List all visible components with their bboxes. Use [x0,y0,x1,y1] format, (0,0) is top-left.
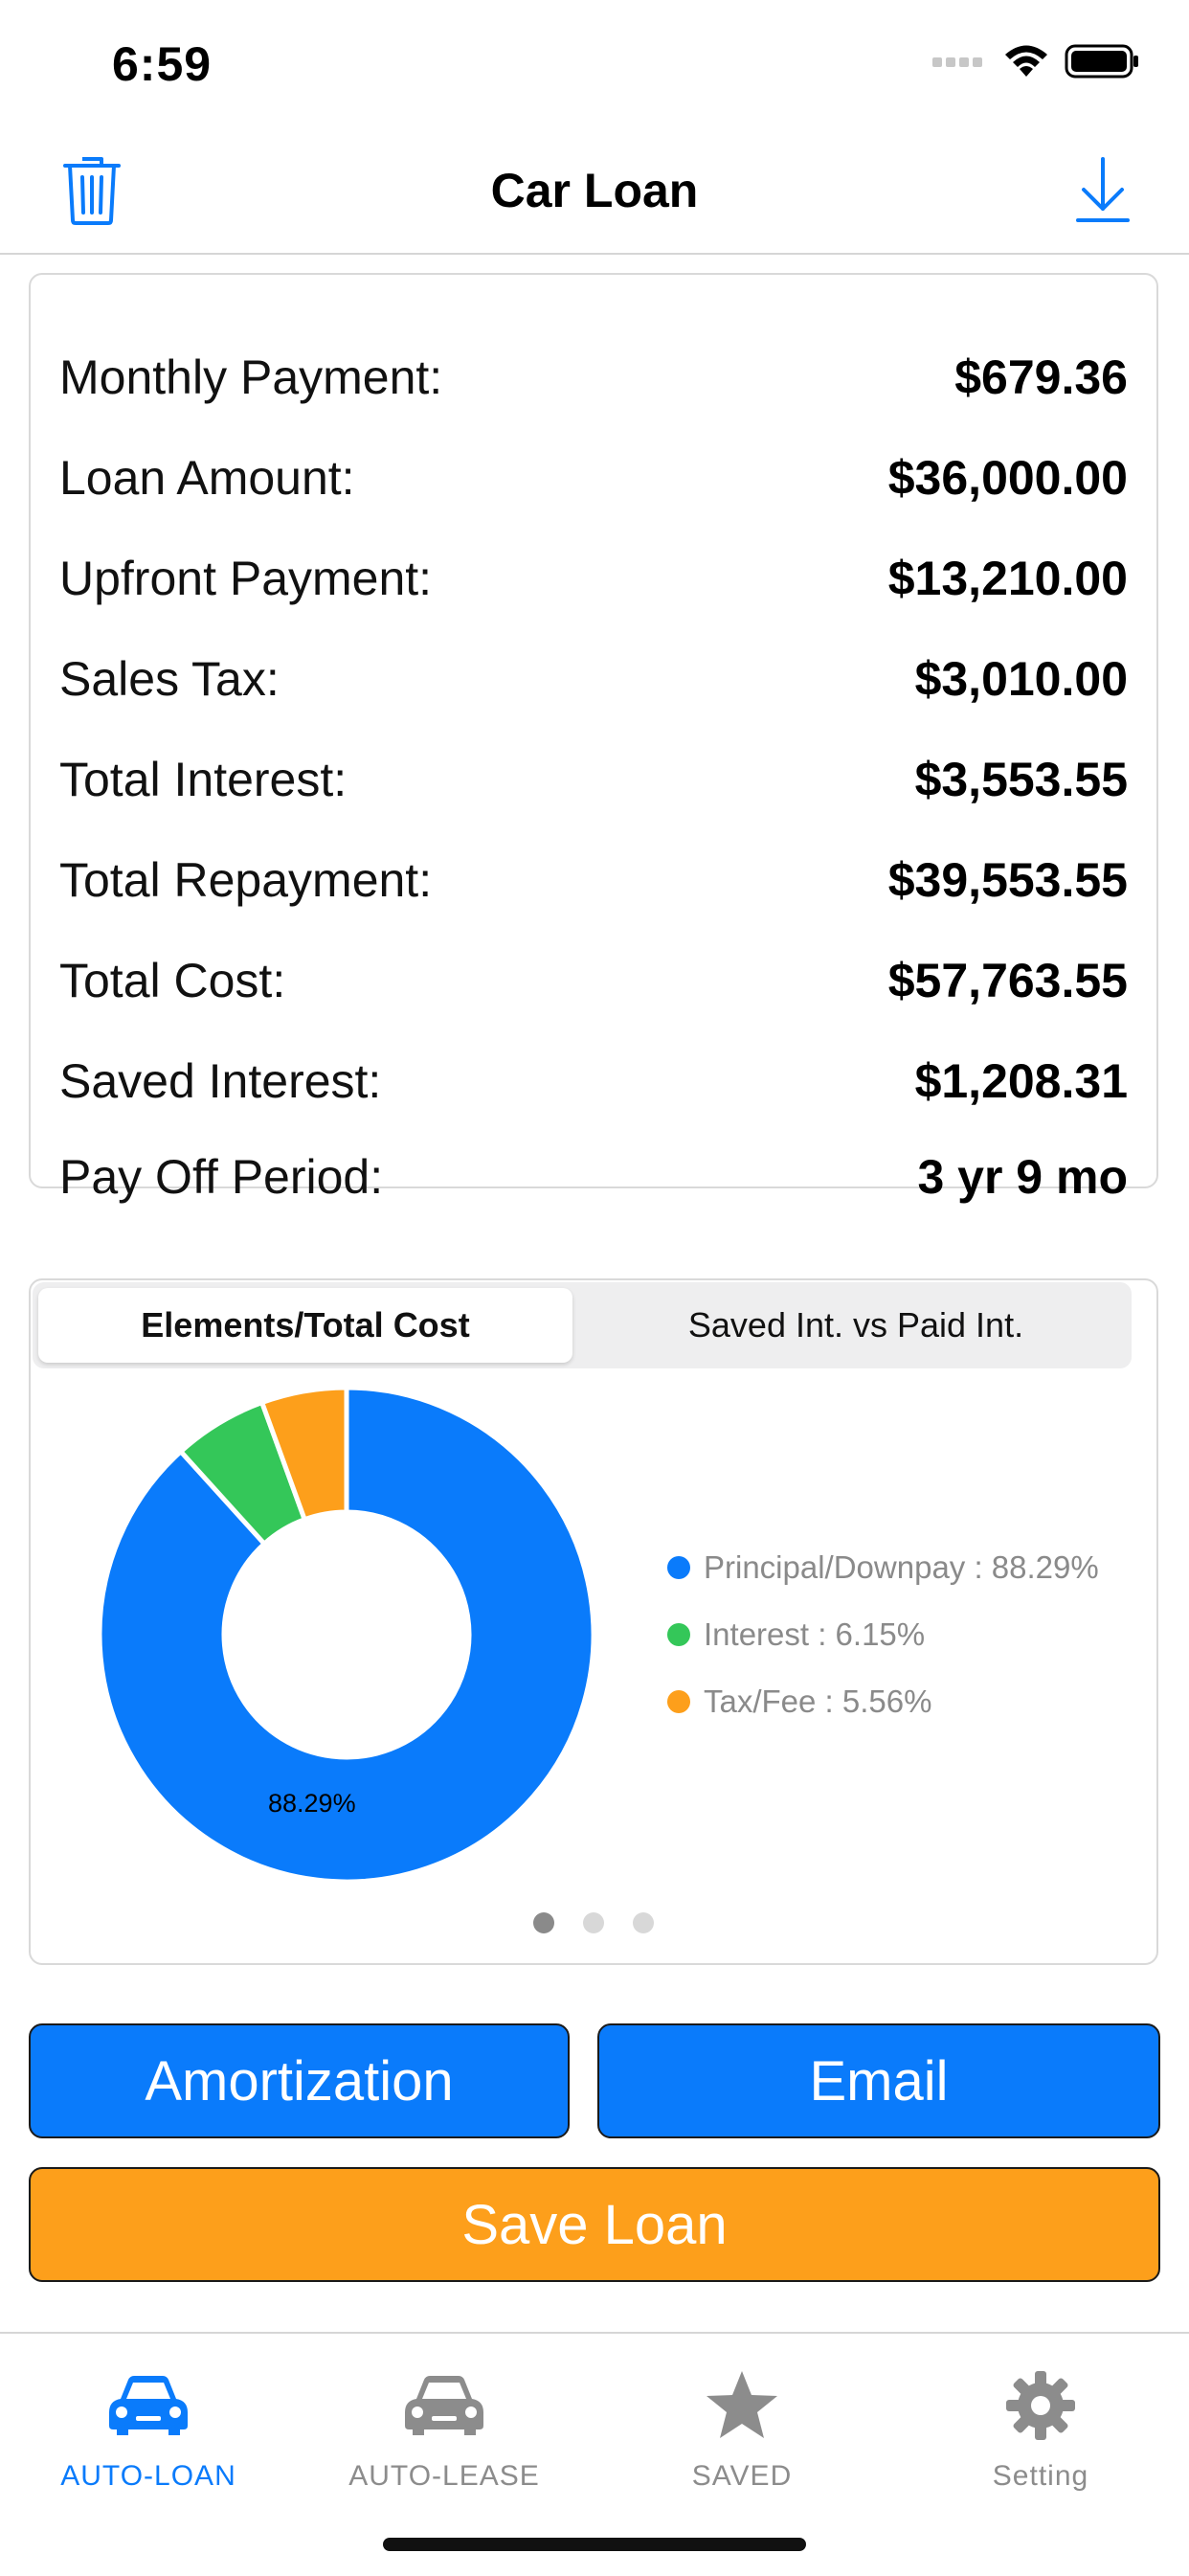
download-icon [1076,157,1130,222]
star-icon [707,2371,777,2438]
save-loan-button[interactable]: Save Loan [29,2167,1160,2282]
page-control[interactable] [31,1912,1156,1933]
summary-value: $57,763.55 [887,954,1128,1007]
chart-card: Elements/Total Cost Saved Int. vs Paid I… [29,1278,1158,1965]
slice-value-label: 88.29% [268,1789,356,1818]
battery-icon [1065,44,1138,79]
tab-label: SAVED [691,2460,793,2492]
status-time: 6:59 [112,37,213,91]
donut-slice-tax-fee[interactable] [258,1385,349,1523]
legend-item-interest: Interest : 6.15% [667,1601,1099,1668]
summary-value: $3,010.00 [914,652,1128,706]
tab-label: AUTO-LEASE [348,2460,540,2492]
tab-label: AUTO-LOAN [60,2460,236,2492]
home-indicator [383,2538,806,2551]
legend-label: Principal/Downpay : 88.29% [704,1549,1099,1585]
summary-row-upfront-payment: Upfront Payment: $13,210.00 [59,540,1128,617]
wifi-icon [1005,45,1047,77]
page-dot-1[interactable] [533,1912,554,1933]
legend-label: Tax/Fee : 5.56% [704,1683,932,1719]
legend-item-tax-fee: Tax/Fee : 5.56% [667,1668,1099,1735]
tab-saved[interactable]: SAVED [598,2353,886,2493]
tab-bar: AUTO-LOAN AUTO-LEASE SAVED [0,2332,1189,2576]
legend-label: Interest : 6.15% [704,1616,926,1652]
donut-slice-principal-downpay[interactable] [97,1385,596,1885]
amortization-button[interactable]: Amortization [29,2023,570,2138]
status-bar: 6:59 [0,0,1189,124]
car-front-icon [109,2376,188,2435]
summary-row-pay-off-period: Pay Off Period: 3 yr 9 mo [59,1143,1128,1210]
summary-row-monthly-payment: Monthly Payment: $679.36 [59,339,1128,416]
summary-value: $679.36 [954,350,1128,404]
summary-label: Total Interest: [59,753,348,806]
page-title: Car Loan [490,164,699,217]
tab-setting[interactable]: Setting [897,2353,1184,2493]
summary-label: Sales Tax: [59,652,280,706]
tab-auto-loan[interactable]: AUTO-LOAN [5,2353,292,2493]
tab-auto-lease[interactable]: AUTO-LEASE [301,2353,588,2493]
legend-swatch [667,1623,690,1646]
summary-row-total-interest: Total Interest: $3,553.55 [59,741,1128,818]
summary-label: Saved Interest: [59,1054,382,1108]
tab-saved-vs-paid-interest[interactable]: Saved Int. vs Paid Int. [687,1305,1024,1344]
gear-icon [1006,2371,1075,2440]
delete-button[interactable] [54,151,130,228]
summary-value: $36,000.00 [887,451,1128,505]
page-dot-3[interactable] [633,1912,654,1933]
summary-label: Upfront Payment: [59,552,433,605]
legend-item-principal: Principal/Downpay : 88.29% [667,1534,1099,1601]
tab-label: Setting [992,2460,1089,2492]
summary-label: Total Cost: [59,954,286,1007]
download-button[interactable] [1065,151,1141,228]
summary-value: $3,553.55 [914,753,1128,806]
summary-label: Loan Amount: [59,451,355,505]
summary-row-loan-amount: Loan Amount: $36,000.00 [59,440,1128,516]
summary-label: Pay Off Period: [59,1150,384,1204]
summary-value: $39,553.55 [887,853,1128,907]
legend-swatch [667,1690,690,1713]
page-dot-2[interactable] [583,1912,604,1933]
nav-bar: Car Loan [0,124,1189,255]
summary-label: Monthly Payment: [59,350,443,404]
status-icons [931,42,1141,80]
trash-icon [63,157,121,225]
legend-swatch [667,1556,690,1579]
chart-segmented-control: Elements/Total Cost Saved Int. vs Paid I… [33,1282,1132,1368]
summary-value: $1,208.31 [914,1054,1128,1108]
cellular-signal-icon [932,57,982,67]
loan-summary-card: Monthly Payment: $679.36 Loan Amount: $3… [29,273,1158,1204]
summary-row-total-repayment: Total Repayment: $39,553.55 [59,842,1128,918]
cost-breakdown-donut-chart[interactable]: 88.29% [88,1376,605,1893]
summary-row-sales-tax: Sales Tax: $3,010.00 [59,641,1128,717]
summary-row-saved-interest: Saved Interest: $1,208.31 [59,1043,1128,1119]
summary-label: Total Repayment: [59,853,433,907]
chart-legend: Principal/Downpay : 88.29% Interest : 6.… [667,1534,1099,1735]
summary-value: $13,210.00 [887,552,1128,605]
summary-row-total-cost: Total Cost: $57,763.55 [59,942,1128,1019]
car-front-icon [405,2376,483,2435]
summary-value: 3 yr 9 mo [917,1150,1128,1204]
tab-elements-total-cost[interactable]: Elements/Total Cost [38,1288,572,1363]
email-button[interactable]: Email [597,2023,1160,2138]
